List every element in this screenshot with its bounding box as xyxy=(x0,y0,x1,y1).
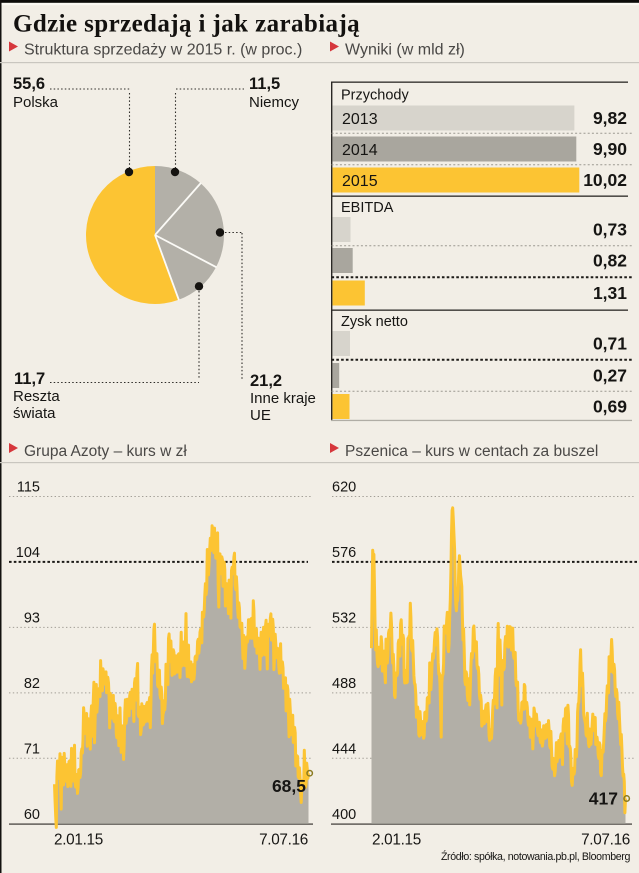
svg-text:2.01.15: 2.01.15 xyxy=(54,832,103,849)
svg-text:115: 115 xyxy=(17,480,40,496)
svg-text:2013: 2013 xyxy=(342,111,378,128)
svg-text:1,31: 1,31 xyxy=(593,283,627,303)
svg-text:7.07.16: 7.07.16 xyxy=(581,832,630,849)
svg-text:Inne kraje: Inne kraje xyxy=(250,390,316,407)
svg-text:EBITDA: EBITDA xyxy=(341,200,394,216)
svg-text:400: 400 xyxy=(332,807,356,823)
svg-text:Polska: Polska xyxy=(13,94,59,111)
svg-text:93: 93 xyxy=(24,610,40,626)
svg-text:7.07.16: 7.07.16 xyxy=(259,832,308,849)
svg-text:71: 71 xyxy=(24,741,40,757)
svg-text:0,82: 0,82 xyxy=(593,251,627,271)
svg-text:0,71: 0,71 xyxy=(593,334,627,354)
svg-text:Struktura sprzedaży w 2015 r.: Struktura sprzedaży w 2015 r. (w proc.) xyxy=(24,42,302,59)
svg-text:10,02: 10,02 xyxy=(583,170,627,190)
svg-text:444: 444 xyxy=(332,741,356,757)
svg-text:68,5: 68,5 xyxy=(272,776,306,796)
svg-text:Reszta: Reszta xyxy=(13,388,60,405)
svg-text:świata: świata xyxy=(13,405,56,422)
svg-text:104: 104 xyxy=(16,545,40,561)
svg-text:11,5: 11,5 xyxy=(249,75,280,93)
svg-text:55,6: 55,6 xyxy=(13,75,45,93)
svg-text:0,73: 0,73 xyxy=(593,220,627,240)
svg-text:Zysk netto: Zysk netto xyxy=(341,314,408,330)
svg-text:Wyniki (w mld zł): Wyniki (w mld zł) xyxy=(345,42,465,59)
svg-text:21,2: 21,2 xyxy=(250,372,282,390)
svg-text:9,90: 9,90 xyxy=(593,139,627,159)
svg-text:576: 576 xyxy=(332,545,356,561)
svg-text:UE: UE xyxy=(250,407,271,424)
svg-text:2.01.15: 2.01.15 xyxy=(372,832,421,849)
svg-text:2014: 2014 xyxy=(342,142,378,159)
svg-text:417: 417 xyxy=(589,789,618,809)
svg-text:Grupa Azoty – kurs w zł: Grupa Azoty – kurs w zł xyxy=(24,443,187,460)
svg-text:11,7: 11,7 xyxy=(14,370,45,388)
svg-text:Przychody: Przychody xyxy=(341,88,409,104)
svg-text:620: 620 xyxy=(332,480,356,496)
svg-text:532: 532 xyxy=(332,610,356,626)
svg-text:0,69: 0,69 xyxy=(593,397,627,417)
svg-text:Źródło: spółka, notowania.pb.p: Źródło: spółka, notowania.pb.pl, Bloombe… xyxy=(441,850,631,863)
svg-text:60: 60 xyxy=(24,807,40,823)
svg-text:Pszenica – kurs w centach za b: Pszenica – kurs w centach za buszel xyxy=(345,443,598,460)
svg-text:Niemcy: Niemcy xyxy=(249,94,300,111)
svg-text:488: 488 xyxy=(332,676,356,692)
svg-text:2015: 2015 xyxy=(342,173,378,190)
svg-text:9,82: 9,82 xyxy=(593,108,627,128)
svg-text:82: 82 xyxy=(24,676,40,692)
svg-text:Gdzie sprzedają i jak zarabiaj: Gdzie sprzedają i jak zarabiają xyxy=(13,11,360,38)
svg-text:0,27: 0,27 xyxy=(593,366,627,386)
